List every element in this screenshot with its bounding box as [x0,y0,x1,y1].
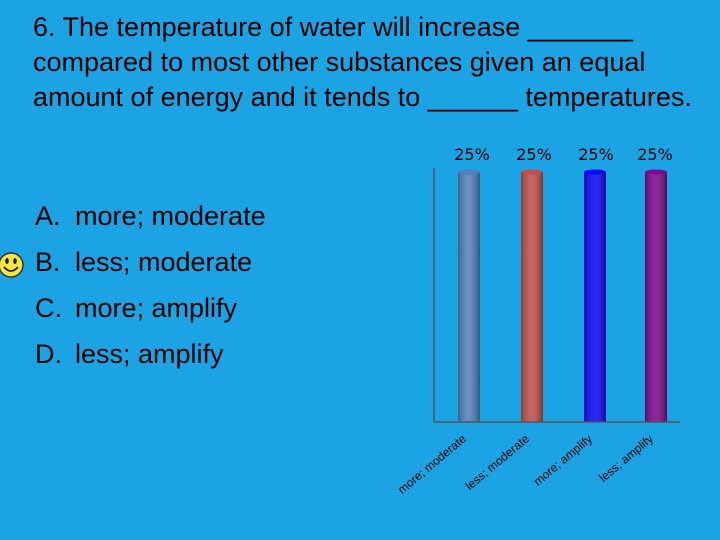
bar-shading-1 [458,172,480,422]
bar-cap-3 [584,169,606,175]
bar-shading-3 [584,172,606,422]
option-label: less; moderate [75,247,253,277]
value-label-1: 25% [454,145,490,164]
category-label-2: less; moderate [463,431,533,493]
option-label: more; moderate [75,201,266,231]
option-label: less; amplify [75,339,224,369]
option-b[interactable]: B. less; moderate [35,246,252,278]
category-label-3: more; amplify [531,432,595,489]
bar-cap-1 [458,169,480,175]
bar-shading-2 [521,172,543,422]
category-label-1: more; moderate [395,431,469,496]
category-label-4: less; amplify [596,432,656,485]
value-label-3: 25% [578,145,614,164]
bar-cap-4 [645,169,667,175]
option-letter: D. [35,339,62,369]
option-c[interactable]: C. more; amplify [35,292,237,324]
smiley-face-icon [0,252,24,278]
question-text: 6. The temperature of water will increas… [33,12,692,112]
option-letter: C. [35,293,62,323]
option-d[interactable]: D. less; amplify [35,338,224,370]
option-letter: B. [35,247,61,277]
option-letter: A. [35,201,61,231]
option-a[interactable]: A. more; moderate [35,200,266,232]
value-label-2: 25% [516,145,552,164]
bar-shading-4 [645,172,667,422]
option-label: more; amplify [75,293,238,323]
value-label-4: 25% [637,145,673,164]
bar-cap-2 [521,169,543,175]
